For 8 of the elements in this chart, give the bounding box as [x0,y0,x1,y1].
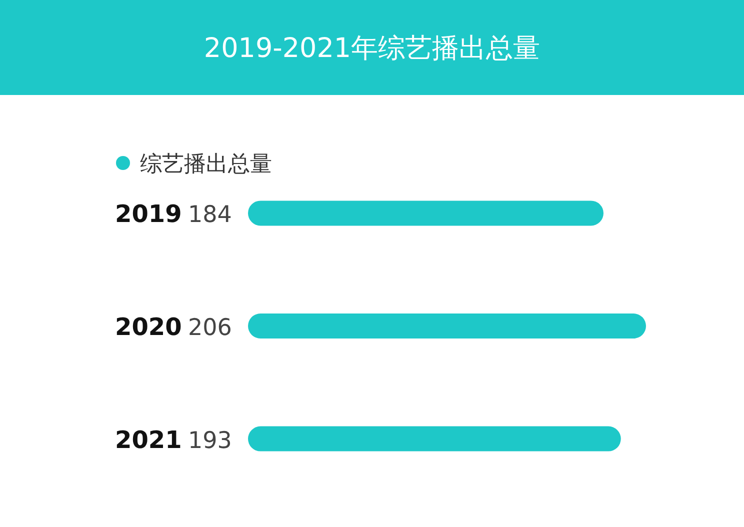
y-tick-label: 2019 [115,200,182,228]
data-label: 193 [188,428,232,454]
data-label: 184 [188,202,232,228]
y-tick-label: 2020 [115,313,182,341]
data-label: 206 [188,315,232,341]
legend-label: 综艺播出总量 [140,152,272,177]
chart-title: 2019-2021年综艺播出总量 [204,33,540,64]
y-tick-label: 2021 [115,426,182,454]
